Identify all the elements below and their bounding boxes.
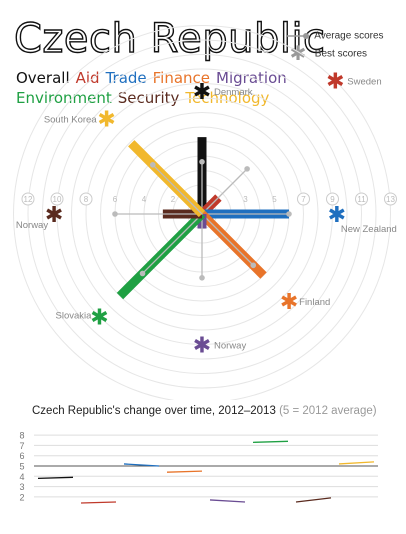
ring-11 xyxy=(42,54,362,374)
y-tick-8: 8 xyxy=(19,431,24,441)
average-line-environment xyxy=(142,213,203,274)
average-line-aid xyxy=(201,168,248,215)
trend-environment xyxy=(252,440,289,443)
y-tick-4: 4 xyxy=(19,472,24,482)
ring-label-badge-7 xyxy=(297,192,310,206)
ring-label-11: 11 xyxy=(357,195,366,204)
best-country-overall: Denmark xyxy=(214,87,253,98)
best-country-security: Norway xyxy=(16,220,48,231)
ring-label-badge-9 xyxy=(326,192,339,206)
category-label-trade: Trade xyxy=(105,69,147,87)
trend-finance xyxy=(166,470,203,473)
category-label-overall: Overall xyxy=(16,69,70,87)
best-country-finance: Finland xyxy=(299,297,330,308)
ring-label-4: 4 xyxy=(142,195,147,204)
ring-label-9: 9 xyxy=(330,195,335,204)
series-security: ✱Norway xyxy=(16,203,202,231)
average-dot-environment xyxy=(139,270,146,277)
best-marker-technology: ✱ xyxy=(97,108,115,133)
series-finance: ✱ Finland xyxy=(198,210,330,315)
ring-label-badge-13 xyxy=(384,192,397,206)
series-environment: ✱Slovakia xyxy=(56,210,206,331)
bottom-chart-title: Czech Republic's change over time, 2012–… xyxy=(32,405,377,417)
best-marker-security: ✱ xyxy=(45,203,63,228)
trend-security xyxy=(295,497,332,503)
best-country-trade: New Zealand xyxy=(341,224,397,235)
ring-label-2: 2 xyxy=(171,195,176,204)
ring-label-badge-12 xyxy=(21,192,35,206)
series-trade: ✱New Zealand xyxy=(202,203,397,235)
ring-13 xyxy=(13,25,391,400)
ring-label-12: 12 xyxy=(24,195,33,204)
category-label-aid: Aid xyxy=(75,69,100,87)
ring-label-7: 7 xyxy=(301,195,306,204)
ring-10 xyxy=(56,68,348,360)
average-line-finance xyxy=(201,213,254,266)
ring-label-6: 6 xyxy=(113,195,118,204)
ring-12 xyxy=(27,39,377,389)
average-dot-migration xyxy=(199,275,205,281)
trend-aid xyxy=(80,501,117,504)
trend-trade xyxy=(123,463,160,467)
average-dot-technology xyxy=(149,161,156,168)
series-technology: ✱South Korea xyxy=(44,108,206,218)
ring-label-10: 10 xyxy=(53,195,62,204)
best-marker-overall: ✱ xyxy=(193,80,211,105)
trend-technology xyxy=(338,461,375,465)
series-migration: ✱ Norway xyxy=(193,214,246,359)
y-tick-2: 2 xyxy=(19,492,24,502)
ring-label-8: 8 xyxy=(84,195,89,204)
ring-label-badge-11 xyxy=(355,192,368,206)
average-dot-finance xyxy=(250,262,257,269)
legend-best-label: Best scores xyxy=(314,48,368,60)
ring-9 xyxy=(71,83,333,345)
best-marker-environment: ✱ xyxy=(90,306,108,331)
best-marker-finance: ✱ xyxy=(280,290,298,315)
ring-label-3: 3 xyxy=(243,195,248,204)
trend-migration xyxy=(209,499,246,503)
y-tick-6: 6 xyxy=(19,451,24,461)
y-tick-5: 5 xyxy=(19,462,24,472)
best-country-technology: South Korea xyxy=(44,115,98,126)
legend-average: Average scores xyxy=(284,30,384,42)
category-label-security: Security xyxy=(117,89,180,107)
ring-label-13: 13 xyxy=(386,195,395,204)
series-overall: ✱ Denmark xyxy=(193,80,253,214)
average-dot-security xyxy=(112,211,118,217)
average-dot-overall xyxy=(199,159,205,165)
bottom-title-main: Czech Republic's change over time, 2012–… xyxy=(32,405,276,417)
best-country-migration: Norway xyxy=(214,341,246,352)
legend-average-label: Average scores xyxy=(314,30,384,42)
y-tick-7: 7 xyxy=(19,441,24,451)
y-tick-3: 3 xyxy=(19,482,24,492)
ring-label-badge-10 xyxy=(50,192,64,206)
page-title: Czech Republic xyxy=(13,15,326,62)
average-dot-aid xyxy=(244,166,250,172)
category-label-technology: Technology xyxy=(185,89,270,107)
average-line-symbol xyxy=(284,30,312,42)
trend-overall xyxy=(37,476,74,479)
ring-labels: 3 5 7 9 11 13 2 4 6 8 10 12 xyxy=(21,192,397,206)
average-line-technology xyxy=(152,164,203,215)
best-marker-migration: ✱ xyxy=(193,334,211,359)
ring-8 xyxy=(85,97,319,331)
best-marker-aid: ✱ xyxy=(326,70,344,95)
best-marker-trade: ✱ xyxy=(328,203,346,228)
best-country-aid: Sweden xyxy=(347,77,381,88)
ring-label-5: 5 xyxy=(272,195,277,204)
ring-7 xyxy=(100,112,304,316)
best-country-environment: Slovakia xyxy=(56,311,93,322)
bottom-title-paren: (5 = 2012 average) xyxy=(279,405,377,417)
ring-label-badge-8 xyxy=(79,192,93,206)
average-dot-trade xyxy=(286,211,292,217)
